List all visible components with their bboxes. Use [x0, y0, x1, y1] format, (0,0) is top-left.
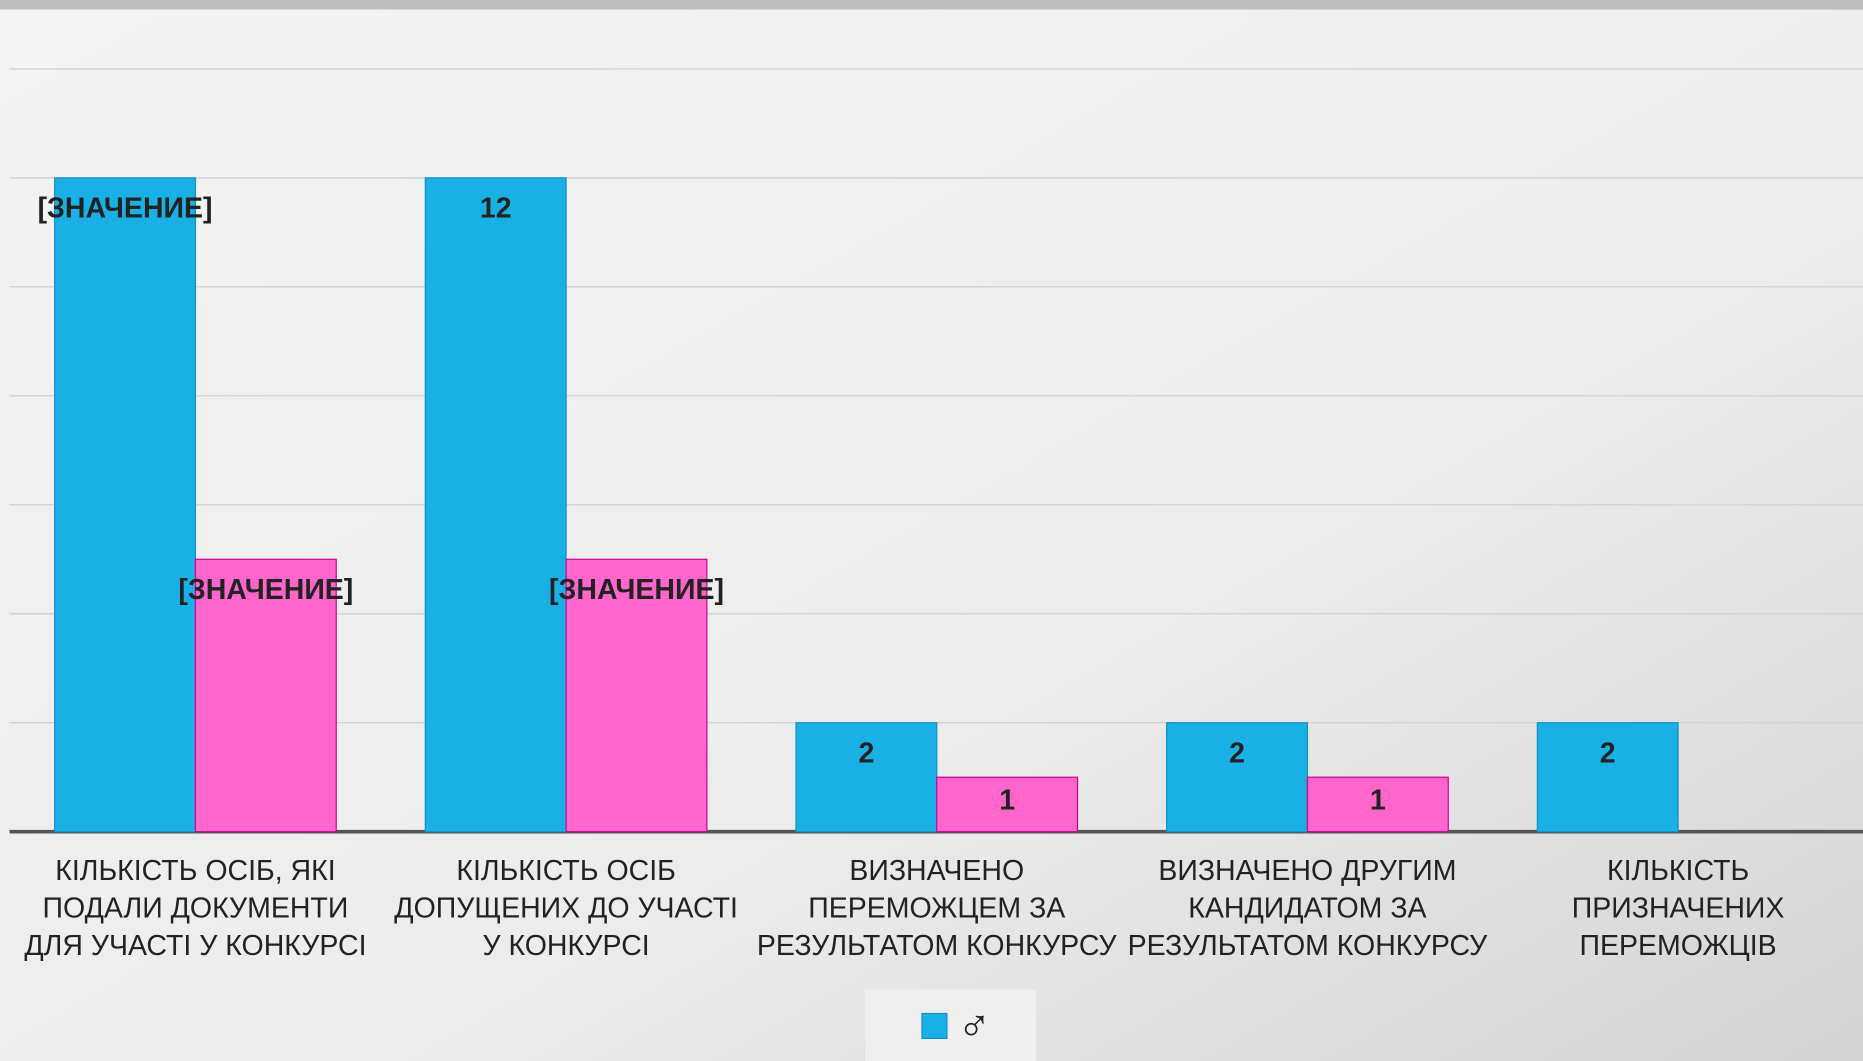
data-label: 2: [1600, 737, 1616, 769]
x-tick-label-line: ПРИЗНАЧЕНИХ: [1572, 892, 1785, 924]
x-tick-label-line: РЕЗУЛЬТАТОМ КОНКУРСУ: [1128, 929, 1489, 961]
x-tick-label-line: КІЛЬКІСТЬ: [1607, 855, 1749, 887]
x-tick-label: КІЛЬКІСТЬ ПРИЗНАЧЕНИХ ПЕРЕМОЖЦІВ: [1572, 855, 1785, 962]
bar: [795, 722, 938, 833]
data-label: 12: [480, 192, 512, 224]
bar: [1166, 722, 1309, 833]
legend-label: ♂: [957, 1000, 991, 1051]
top-strip: [0, 0, 1863, 10]
x-tick-label: ВИЗНАЧЕНО ПЕРЕМОЖЦЕМ ЗА РЕЗУЛЬТАТОМ КОНКУР…: [757, 855, 1118, 962]
x-tick-label: КІЛЬКІСТЬ ОСІБ, ЯКІ ПОДАЛИ ДОКУМЕНТИ ДЛЯ У…: [24, 855, 366, 962]
x-tick-label: КІЛЬКІСТЬ ОСІБ ДОПУЩЕНИХ ДО УЧАСТІ У КОНКУ…: [394, 855, 738, 962]
x-tick-label-line: ВИЗНАЧЕНО: [849, 855, 1024, 887]
data-label: 1: [999, 785, 1015, 817]
bar: [1536, 722, 1679, 833]
x-tick-label-line: КАНДИДАТОМ ЗА: [1188, 892, 1426, 924]
legend-box: [864, 989, 1037, 1061]
x-tick-label-line: ВИЗНАЧЕНО ДРУГИМ: [1158, 855, 1456, 887]
bar: [194, 558, 337, 833]
x-tick-label-line: ДЛЯ УЧАСТІ У КОНКУРСІ: [24, 929, 366, 961]
x-tick-label-line: ДОПУЩЕНИХ ДО УЧАСТІ: [394, 892, 738, 924]
legend-swatch: [921, 1012, 948, 1040]
bar: [54, 177, 197, 833]
x-tick-label-line: У КОНКУРСІ: [482, 929, 649, 961]
x-tick-label-line: КІЛЬКІСТЬ ОСІБ, ЯКІ: [55, 855, 335, 887]
data-label: [ЗНАЧЕНИЕ]: [178, 574, 353, 606]
data-label: 1: [1370, 785, 1386, 817]
x-tick-label-line: РЕЗУЛЬТАТОМ КОНКУРСУ: [757, 929, 1118, 961]
bar: [936, 776, 1079, 833]
bar: [1306, 776, 1449, 833]
data-label: 2: [1229, 737, 1245, 769]
x-tick-label: ВИЗНАЧЕНО ДРУГИМ КАНДИДАТОМ ЗА РЕЗУЛЬТАТОМ…: [1128, 855, 1489, 962]
bar: [424, 177, 567, 833]
data-label: 2: [858, 737, 874, 769]
data-label: [ЗНАЧЕНИЕ]: [549, 574, 724, 606]
x-tick-label-line: ПЕРЕМОЖЦЕМ ЗА: [808, 892, 1065, 924]
x-tick-label-line: КІЛЬКІСТЬ ОСІБ: [456, 855, 675, 887]
bar: [565, 558, 708, 833]
data-label: [ЗНАЧЕНИЕ]: [38, 192, 213, 224]
x-tick-label-line: ПОДАЛИ ДОКУМЕНТИ: [43, 892, 349, 924]
x-tick-label-line: ПЕРЕМОЖЦІВ: [1580, 929, 1777, 961]
